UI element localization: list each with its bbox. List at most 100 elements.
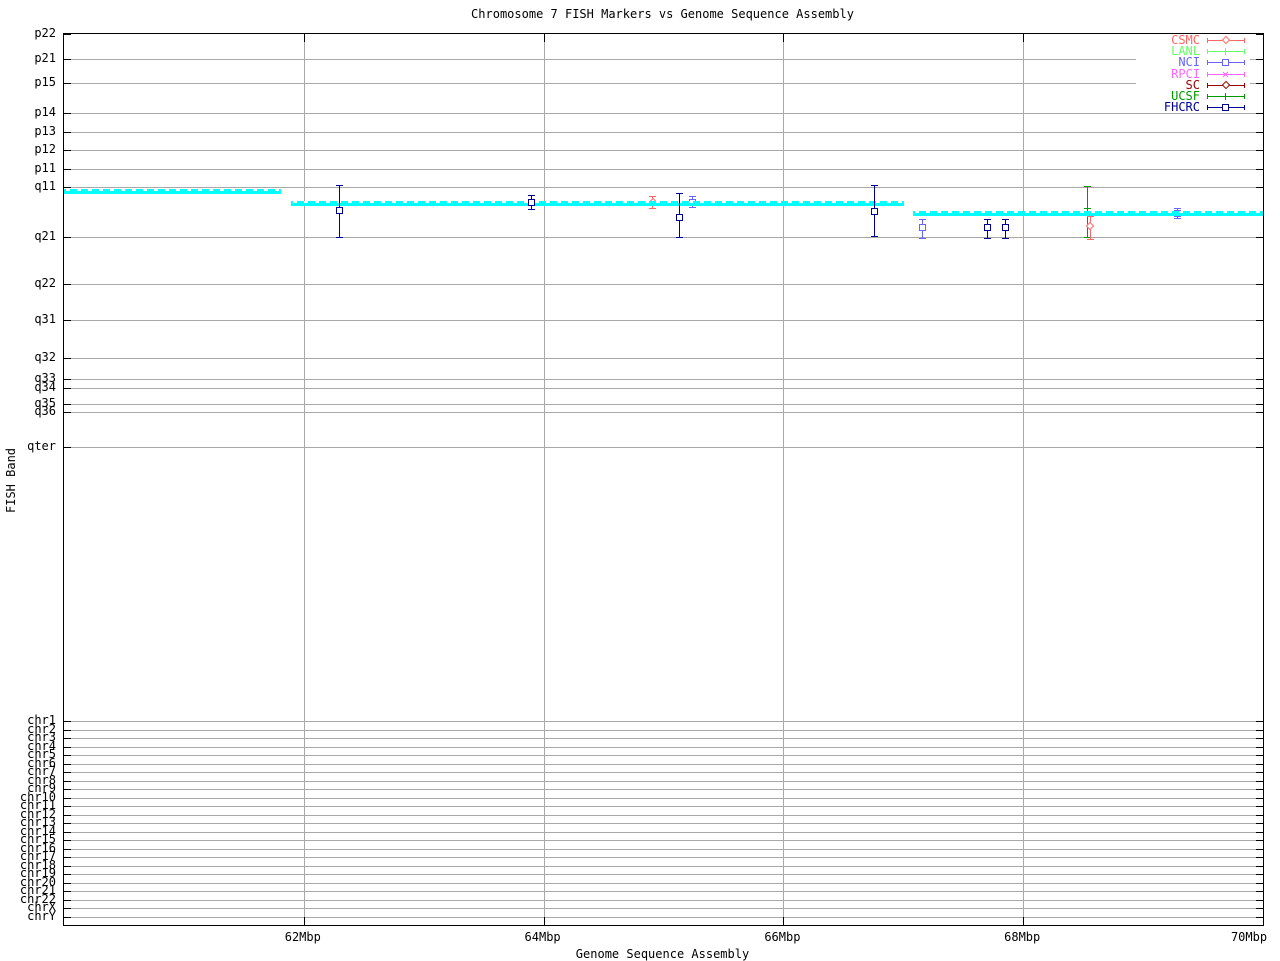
ytick-right-q36 [1256, 412, 1263, 413]
legend-errorbar-cap-right [1244, 38, 1245, 44]
y-tick-label-chr21: chr21 [19, 883, 56, 897]
x-tick-label-66Mbp: 66Mbp [764, 930, 801, 944]
legend-row-lanl: LANL [1136, 45, 1250, 57]
ytick-left-p15 [64, 83, 71, 84]
fhcrc-square-marker [983, 224, 991, 231]
ytick-right-chrY [1256, 916, 1263, 918]
y-tick-label-p11: p11 [34, 161, 56, 175]
ytick-left-chr2 [64, 729, 71, 731]
ytick-left-p11 [64, 169, 71, 170]
ytick-right-q35 [1256, 404, 1263, 405]
ytick-left-chr7 [64, 772, 71, 773]
y-tick-label-q31: q31 [34, 312, 56, 326]
y-tick-label-chr10: chr10 [19, 789, 56, 804]
gridline-62Mbp [303, 34, 305, 925]
x-tick-label-70Mbp: 70Mbp [1230, 930, 1268, 944]
y-tick-label-chr3: chr3 [27, 730, 56, 744]
ytick-left-q32 [64, 358, 71, 359]
errorbar-cap-bottom [1084, 237, 1092, 238]
xtick-top-66Mbp [783, 34, 785, 42]
gridline-chr22 [64, 899, 1263, 901]
y-tick-label-q35: q35 [34, 396, 56, 410]
legend-label-fhcrc: FHCRC [1163, 100, 1200, 115]
y-tick-label-chr13: chr13 [19, 815, 56, 829]
legend-errorbar-cap-left [1207, 71, 1208, 77]
gridline-chr14 [64, 831, 1263, 833]
y-tick-label-q11: q11 [34, 179, 56, 193]
ytick-left-chr4 [64, 746, 71, 748]
y-tick-label-q36: q36 [34, 404, 56, 418]
ytick-right-chr9 [1256, 789, 1263, 790]
ytick-left-chr14 [64, 831, 71, 833]
gridline-chr12 [64, 814, 1263, 816]
y-tick-label-q21: q21 [34, 229, 56, 243]
y-tick-label-q33: q33 [34, 371, 56, 385]
y-tick-label-chr18: chr18 [19, 857, 56, 872]
ytick-left-q34 [64, 388, 71, 389]
legend-sample-csmc [1207, 35, 1245, 45]
legend-label-csmc: CSMC [1171, 33, 1200, 48]
ytick-right-chr13 [1256, 823, 1263, 824]
legend-row-ucsf: UCSF [1136, 90, 1250, 102]
ytick-right-chr14 [1256, 831, 1263, 833]
gridline-q35 [64, 404, 1263, 405]
ytick-right-chr10 [1256, 797, 1263, 799]
gridline-chr11 [64, 806, 1263, 807]
ytick-left-q21 [64, 237, 71, 238]
ytick-left-chr3 [64, 738, 71, 739]
gridline-chrX [64, 908, 1263, 909]
errorbar-cap-top [918, 219, 926, 220]
x-tick-label-62Mbp: 62Mbp [284, 930, 321, 944]
errorbar-cap-bottom [688, 207, 696, 208]
ytick-left-chr10 [64, 797, 71, 799]
errorbar-cap-top [336, 185, 344, 186]
errorbar-cap-top [528, 195, 536, 196]
csmc-diamond-marker [1221, 35, 1231, 45]
ytick-left-chr1 [64, 721, 71, 722]
errorbar-cap-top [649, 196, 657, 197]
datapoint-fhcrc-3 [871, 185, 879, 237]
gridline-p14 [64, 113, 1263, 114]
ytick-right-chr8 [1256, 780, 1263, 782]
y-tick-label-chr20: chr20 [19, 874, 56, 889]
gridline-68Mbp [1023, 34, 1025, 925]
y-tick-label-q34: q34 [34, 380, 56, 394]
y-tick-label-p15: p15 [34, 75, 56, 89]
legend-sample-lanl [1207, 47, 1245, 56]
ytick-left-p14 [64, 113, 71, 114]
gridline-chr16 [64, 848, 1263, 850]
ytick-left-chrY [64, 916, 71, 918]
xtick-bottom-62Mbp [303, 917, 305, 925]
ytick-right-q22 [1256, 284, 1263, 285]
gridline-p15 [64, 83, 1263, 84]
ytick-right-p13 [1256, 132, 1263, 133]
errorbar-cap-bottom [983, 238, 991, 239]
y-tick-label-chrX: chrX [27, 900, 56, 914]
ytick-left-chr6 [64, 763, 71, 765]
legend-sample-rpci [1207, 70, 1245, 79]
y-tick-label-p13: p13 [34, 124, 56, 138]
ytick-left-p12 [64, 150, 71, 151]
ytick-right-p15 [1256, 83, 1263, 84]
plot-area [63, 33, 1264, 926]
ytick-left-p21 [64, 59, 71, 60]
ucsf-plus-marker-v [1225, 93, 1226, 101]
errorbar-cap-bottom [871, 236, 879, 237]
legend-row-sc: SC [1136, 79, 1250, 91]
ytick-left-chr20 [64, 882, 71, 884]
legend-errorbar-line [1207, 96, 1245, 98]
gridline-q32 [64, 358, 1263, 359]
ytick-right-q34 [1256, 388, 1263, 389]
datapoint-fhcrc-1 [528, 195, 536, 210]
gridline-qter [64, 447, 1263, 448]
ytick-left-chr11 [64, 806, 71, 807]
ytick-right-chr11 [1256, 806, 1263, 807]
xtick-top-68Mbp [1023, 34, 1025, 42]
datapoint-csmc-4 [1086, 216, 1095, 240]
xtick-top-64Mbp [543, 34, 545, 42]
y-tick-label-q22: q22 [34, 276, 56, 290]
y-tick-label-chr1: chr1 [27, 713, 56, 727]
y-tick-label-chr12: chr12 [19, 806, 56, 821]
ucsf-plus-marker [1084, 208, 1092, 209]
legend-errorbar-cap-left [1207, 49, 1208, 55]
